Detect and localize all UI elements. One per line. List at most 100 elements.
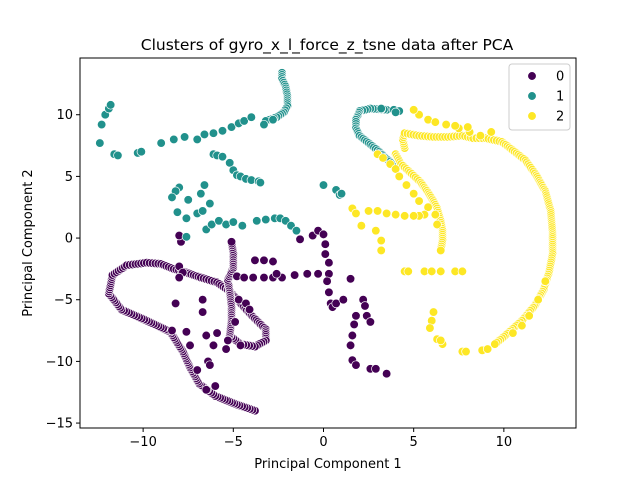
data-point [508,328,518,338]
y-tick-label: −15 [46,417,73,432]
data-point [181,327,192,337]
data-point [436,245,446,256]
data-point [400,211,410,221]
data-point [318,180,329,190]
data-point [201,330,211,341]
data-point [457,266,468,277]
data-point [394,171,404,182]
data-point [461,346,471,357]
data-point [185,340,195,351]
legend: 0 1 2 [508,63,571,131]
x-axis: −10 −5 0 5 10 [129,428,512,450]
data-point [351,360,361,370]
legend-label: 2 [556,110,564,125]
data-point [268,115,278,125]
data-point [372,206,383,216]
data-point [430,209,440,220]
data-point [356,221,367,231]
data-point [214,216,224,226]
data-point [221,344,231,354]
data-point [376,103,386,114]
data-point [248,272,258,283]
x-tick-label: 10 [496,435,513,450]
data-point [237,221,247,231]
data-point [430,117,440,127]
data-point [409,189,419,199]
data-point [167,192,177,203]
data-point [261,214,271,225]
x-tick-label: −10 [129,435,156,450]
data-point [363,206,374,216]
data-point [259,272,269,283]
data-point [482,344,493,354]
data-point [338,295,348,305]
data-point [197,295,208,305]
data-point [217,126,228,136]
data-point [345,274,356,284]
data-point [423,202,433,212]
data-point [371,226,381,236]
x-tick-label: 0 [319,435,327,450]
data-point [217,152,228,162]
data-point [181,213,192,223]
data-point [235,340,246,351]
data-point [230,317,240,327]
data-point [360,301,370,311]
legend-box [508,63,571,131]
data-point [320,239,330,249]
data-point [425,323,435,333]
data-point [302,269,312,279]
data-point [351,208,361,219]
data-point [436,266,446,277]
x-axis-label: Principal Component 1 [254,457,401,472]
data-point [208,128,219,138]
data-point [450,121,460,131]
data-point [291,226,302,236]
data-point [414,196,424,206]
data-point [205,198,215,209]
legend-label: 0 [556,70,564,85]
data-point [318,229,329,240]
data-point [376,245,386,256]
data-point [199,180,210,190]
data-point [268,256,278,267]
data-point [196,189,206,199]
data-point [259,119,269,130]
legend-marker [527,91,537,101]
data-point [172,207,183,217]
data-point [183,195,193,205]
data-point [490,339,500,349]
data-point [475,131,486,141]
data-point [371,364,381,374]
data-point [169,134,179,145]
data-point [409,211,419,221]
data-point [390,164,401,174]
data-point [228,217,238,227]
data-points-layer [95,68,558,416]
data-point [246,112,257,122]
data-point [381,369,392,379]
data-point [212,328,222,338]
data-point [208,340,219,351]
data-point [192,365,202,375]
data-point [463,122,473,132]
data-point [313,269,323,279]
data-point [381,208,392,219]
plot-frame [79,57,577,429]
data-point [347,330,358,341]
data-point [540,276,550,286]
y-tick-label: −5 [54,293,73,308]
data-point [106,100,116,110]
y-axis-label: Principal Component 2 [21,169,36,316]
data-point [201,385,211,395]
data-point [250,255,260,265]
legend-marker [527,71,537,81]
data-point [210,381,220,391]
data-point [378,153,388,163]
data-point [136,147,146,157]
data-point [390,107,401,117]
data-point [223,335,233,346]
y-tick-label: 0 [65,232,73,247]
data-point [436,335,446,346]
